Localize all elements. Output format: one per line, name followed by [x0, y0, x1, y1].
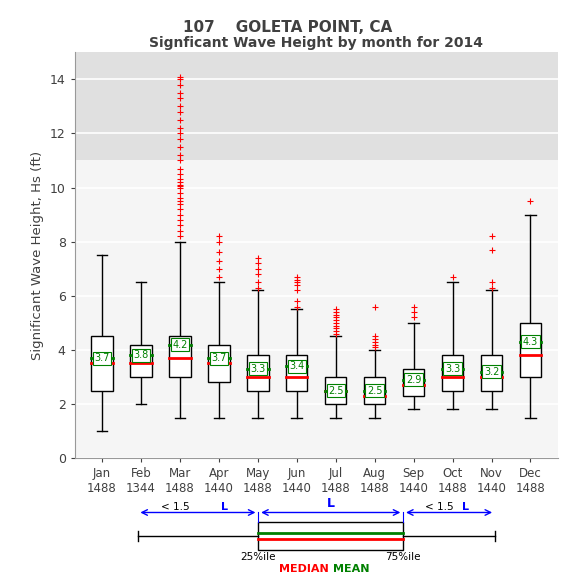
Text: 25%ile: 25%ile [240, 552, 276, 562]
Text: < 1.5: < 1.5 [425, 502, 457, 512]
Text: 2.5: 2.5 [328, 386, 343, 396]
Bar [131, 345, 152, 377]
Text: < 1.5: < 1.5 [161, 502, 193, 512]
Text: L: L [327, 497, 335, 510]
Text: 75%ile: 75%ile [385, 552, 421, 562]
Text: 4.3: 4.3 [523, 337, 538, 347]
Text: 4.2: 4.2 [172, 339, 187, 350]
Bar [481, 356, 502, 390]
Text: 3.4: 3.4 [289, 361, 304, 371]
Bar [364, 377, 385, 404]
Text: 2.9: 2.9 [406, 375, 421, 385]
Text: 3.2: 3.2 [484, 367, 499, 376]
Title: Signficant Wave Height by month for 2014: Signficant Wave Height by month for 2014 [150, 35, 483, 50]
Text: 3.8: 3.8 [133, 350, 148, 360]
Bar [286, 356, 308, 390]
Text: 3.7: 3.7 [94, 353, 110, 363]
Text: MEDIAN: MEDIAN [278, 564, 328, 574]
Text: 3.3: 3.3 [250, 364, 266, 374]
Text: 2.5: 2.5 [367, 386, 382, 396]
Bar [91, 336, 113, 390]
Bar [325, 377, 347, 404]
Bar [258, 522, 403, 550]
Bar [520, 323, 541, 377]
Bar [169, 336, 191, 377]
Text: 3.7: 3.7 [211, 353, 227, 363]
Bar [442, 356, 463, 390]
Text: 107    GOLETA POINT, CA: 107 GOLETA POINT, CA [183, 20, 392, 35]
Bar [75, 39, 558, 161]
Bar [403, 369, 424, 396]
Text: MEAN: MEAN [333, 564, 370, 574]
Text: L: L [462, 502, 469, 512]
Text: L: L [221, 502, 228, 512]
Bar [208, 345, 229, 382]
Bar [247, 356, 269, 390]
Text: 3.3: 3.3 [445, 364, 460, 374]
Y-axis label: Significant Wave Height, Hs (ft): Significant Wave Height, Hs (ft) [31, 151, 44, 360]
